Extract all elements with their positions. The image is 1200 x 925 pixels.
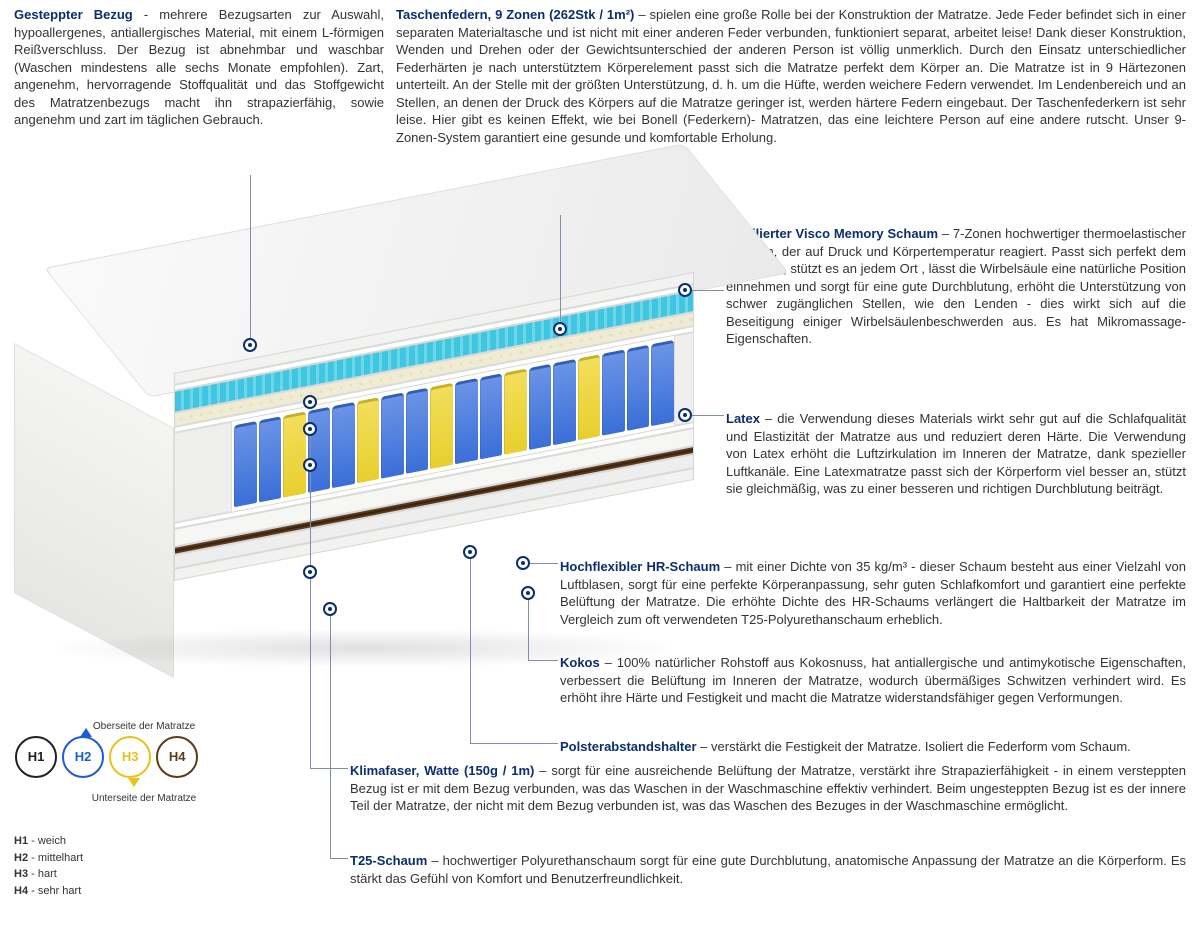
marker-icon <box>323 602 337 616</box>
lead-line <box>330 610 331 858</box>
lead-line <box>528 660 558 661</box>
spring-column <box>259 416 282 502</box>
mattress-diagram <box>14 228 714 698</box>
section-cover: Gesteppter Bezug - mehrere Bezugsarten z… <box>14 6 384 129</box>
springs-title: Taschenfedern, 9 Zonen (262Stk / 1m²) <box>396 7 634 22</box>
legend-h4: H4 <box>156 736 198 778</box>
hardness-legend: Oberseite der Matratze H1 H2 H3 H4 Unter… <box>14 720 274 899</box>
marker-icon <box>303 422 317 436</box>
spring-column <box>283 411 306 497</box>
marker-icon <box>516 556 530 570</box>
arrow-up-icon <box>80 728 92 737</box>
section-t25: T25-Schaum – hochwertiger Polyurethansch… <box>350 852 1186 887</box>
spring-column <box>578 354 601 440</box>
legend-list: H1 - weich H2 - mittelhart H3 - hart H4 … <box>14 833 274 899</box>
legend-h1: H1 <box>15 736 57 778</box>
cover-title: Gesteppter Bezug <box>14 7 133 22</box>
spring-column <box>332 402 355 488</box>
klima-title: Klimafaser, Watte (150g / 1m) <box>350 763 534 778</box>
lead-line <box>470 743 558 744</box>
legend-h2: H2 <box>62 736 104 778</box>
arrow-down-icon <box>128 778 140 787</box>
marker-icon <box>678 283 692 297</box>
lead-line <box>560 215 561 325</box>
lead-line <box>528 595 529 660</box>
spring-column <box>627 345 650 431</box>
rail-left <box>174 422 232 523</box>
cover-text: mehrere Bezugsarten zur Auswahl, hypoall… <box>14 7 384 127</box>
marker-icon <box>553 322 567 336</box>
cover-sep: - <box>133 7 160 22</box>
springs-sep: – <box>634 7 649 22</box>
lead-line <box>330 858 348 859</box>
section-visco: Profilierter Visco Memory Schaum – 7-Zon… <box>726 225 1186 348</box>
legend-bottom-label: Unterseite der Matratze <box>14 792 274 806</box>
spring-column <box>553 359 576 445</box>
spring-column <box>651 340 674 426</box>
springs-text: spielen eine große Rolle bei der Konstru… <box>396 7 1186 145</box>
section-klima: Klimafaser, Watte (150g / 1m) – sorgt fü… <box>350 762 1186 815</box>
polster-title: Polsterabstandshalter <box>560 739 697 754</box>
latex-text: die Verwendung dieses Materials wirkt se… <box>726 411 1186 496</box>
spring-column <box>455 378 478 464</box>
lead-line <box>690 415 724 416</box>
marker-icon <box>243 338 257 352</box>
spring-column <box>504 368 527 454</box>
spring-column <box>480 373 503 459</box>
spring-column <box>430 383 453 469</box>
marker-icon <box>303 395 317 409</box>
lead-line <box>310 430 311 768</box>
legend-top-label: Oberseite der Matratze <box>14 720 274 734</box>
shadow <box>44 628 684 668</box>
lead-line <box>250 175 251 340</box>
t25-text: hochwertiger Polyurethanschaum sorgt für… <box>350 853 1186 886</box>
section-latex: Latex – die Verwendung dieses Materials … <box>726 410 1186 498</box>
marker-icon <box>521 586 535 600</box>
legend-h3: H3 <box>109 736 151 778</box>
section-springs: Taschenfedern, 9 Zonen (262Stk / 1m²) – … <box>396 6 1186 146</box>
lead-line <box>310 768 348 769</box>
spring-column <box>381 392 404 478</box>
t25-title: T25-Schaum <box>350 853 427 868</box>
marker-icon <box>303 565 317 579</box>
latex-title: Latex <box>726 411 760 426</box>
marker-icon <box>678 408 692 422</box>
section-polster: Polsterabstandshalter – verstärkt die Fe… <box>560 738 1186 756</box>
spring-column <box>406 388 429 474</box>
visco-text: 7-Zonen hochwertiger thermoelastischer S… <box>726 226 1186 346</box>
spring-column <box>308 407 331 493</box>
spring-column <box>602 349 625 435</box>
marker-icon <box>303 458 317 472</box>
marker-icon <box>463 545 477 559</box>
lead-line <box>690 290 724 291</box>
spring-column <box>234 421 257 507</box>
lead-line <box>470 553 471 743</box>
polster-text: verstärkt die Festigkeit der Matratze. I… <box>711 739 1131 754</box>
spring-column <box>357 397 380 483</box>
spring-column <box>529 364 552 450</box>
lead-line <box>528 563 558 564</box>
